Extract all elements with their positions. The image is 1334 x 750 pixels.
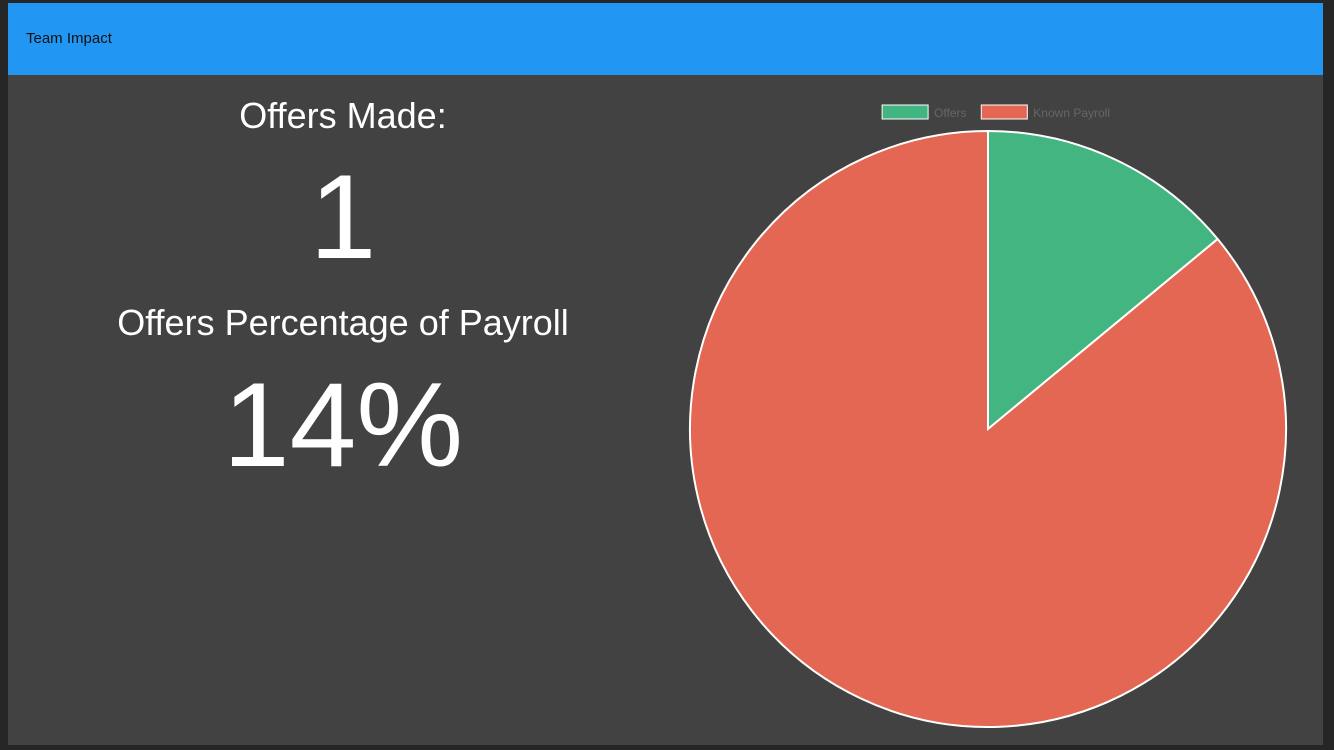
offers-made-label: Offers Made: bbox=[239, 95, 447, 136]
stats-panel: Offers Made: 1 Offers Percentage of Payr… bbox=[8, 75, 678, 745]
legend-label-offers[interactable]: Offers bbox=[934, 106, 966, 120]
legend-swatch-known-payroll[interactable] bbox=[980, 104, 1028, 120]
offers-percentage-value: 14% bbox=[222, 358, 464, 492]
pie-chart: Offers Known Payroll bbox=[689, 104, 1287, 728]
offers-made-value: 1 bbox=[309, 150, 377, 284]
app-window: Team Impact Offers Made: 1 Offers Percen… bbox=[8, 3, 1323, 745]
pie-slice-offers[interactable] bbox=[987, 129, 1220, 432]
pie-slice-known-payroll[interactable] bbox=[689, 129, 1287, 728]
app-title: Team Impact bbox=[26, 30, 112, 47]
legend-swatch-offers[interactable] bbox=[881, 104, 929, 120]
app-bar: Team Impact bbox=[8, 3, 1323, 75]
offers-percentage-label: Offers Percentage of Payroll bbox=[117, 302, 569, 343]
legend-label-known-payroll[interactable]: Known Payroll bbox=[1033, 106, 1110, 120]
